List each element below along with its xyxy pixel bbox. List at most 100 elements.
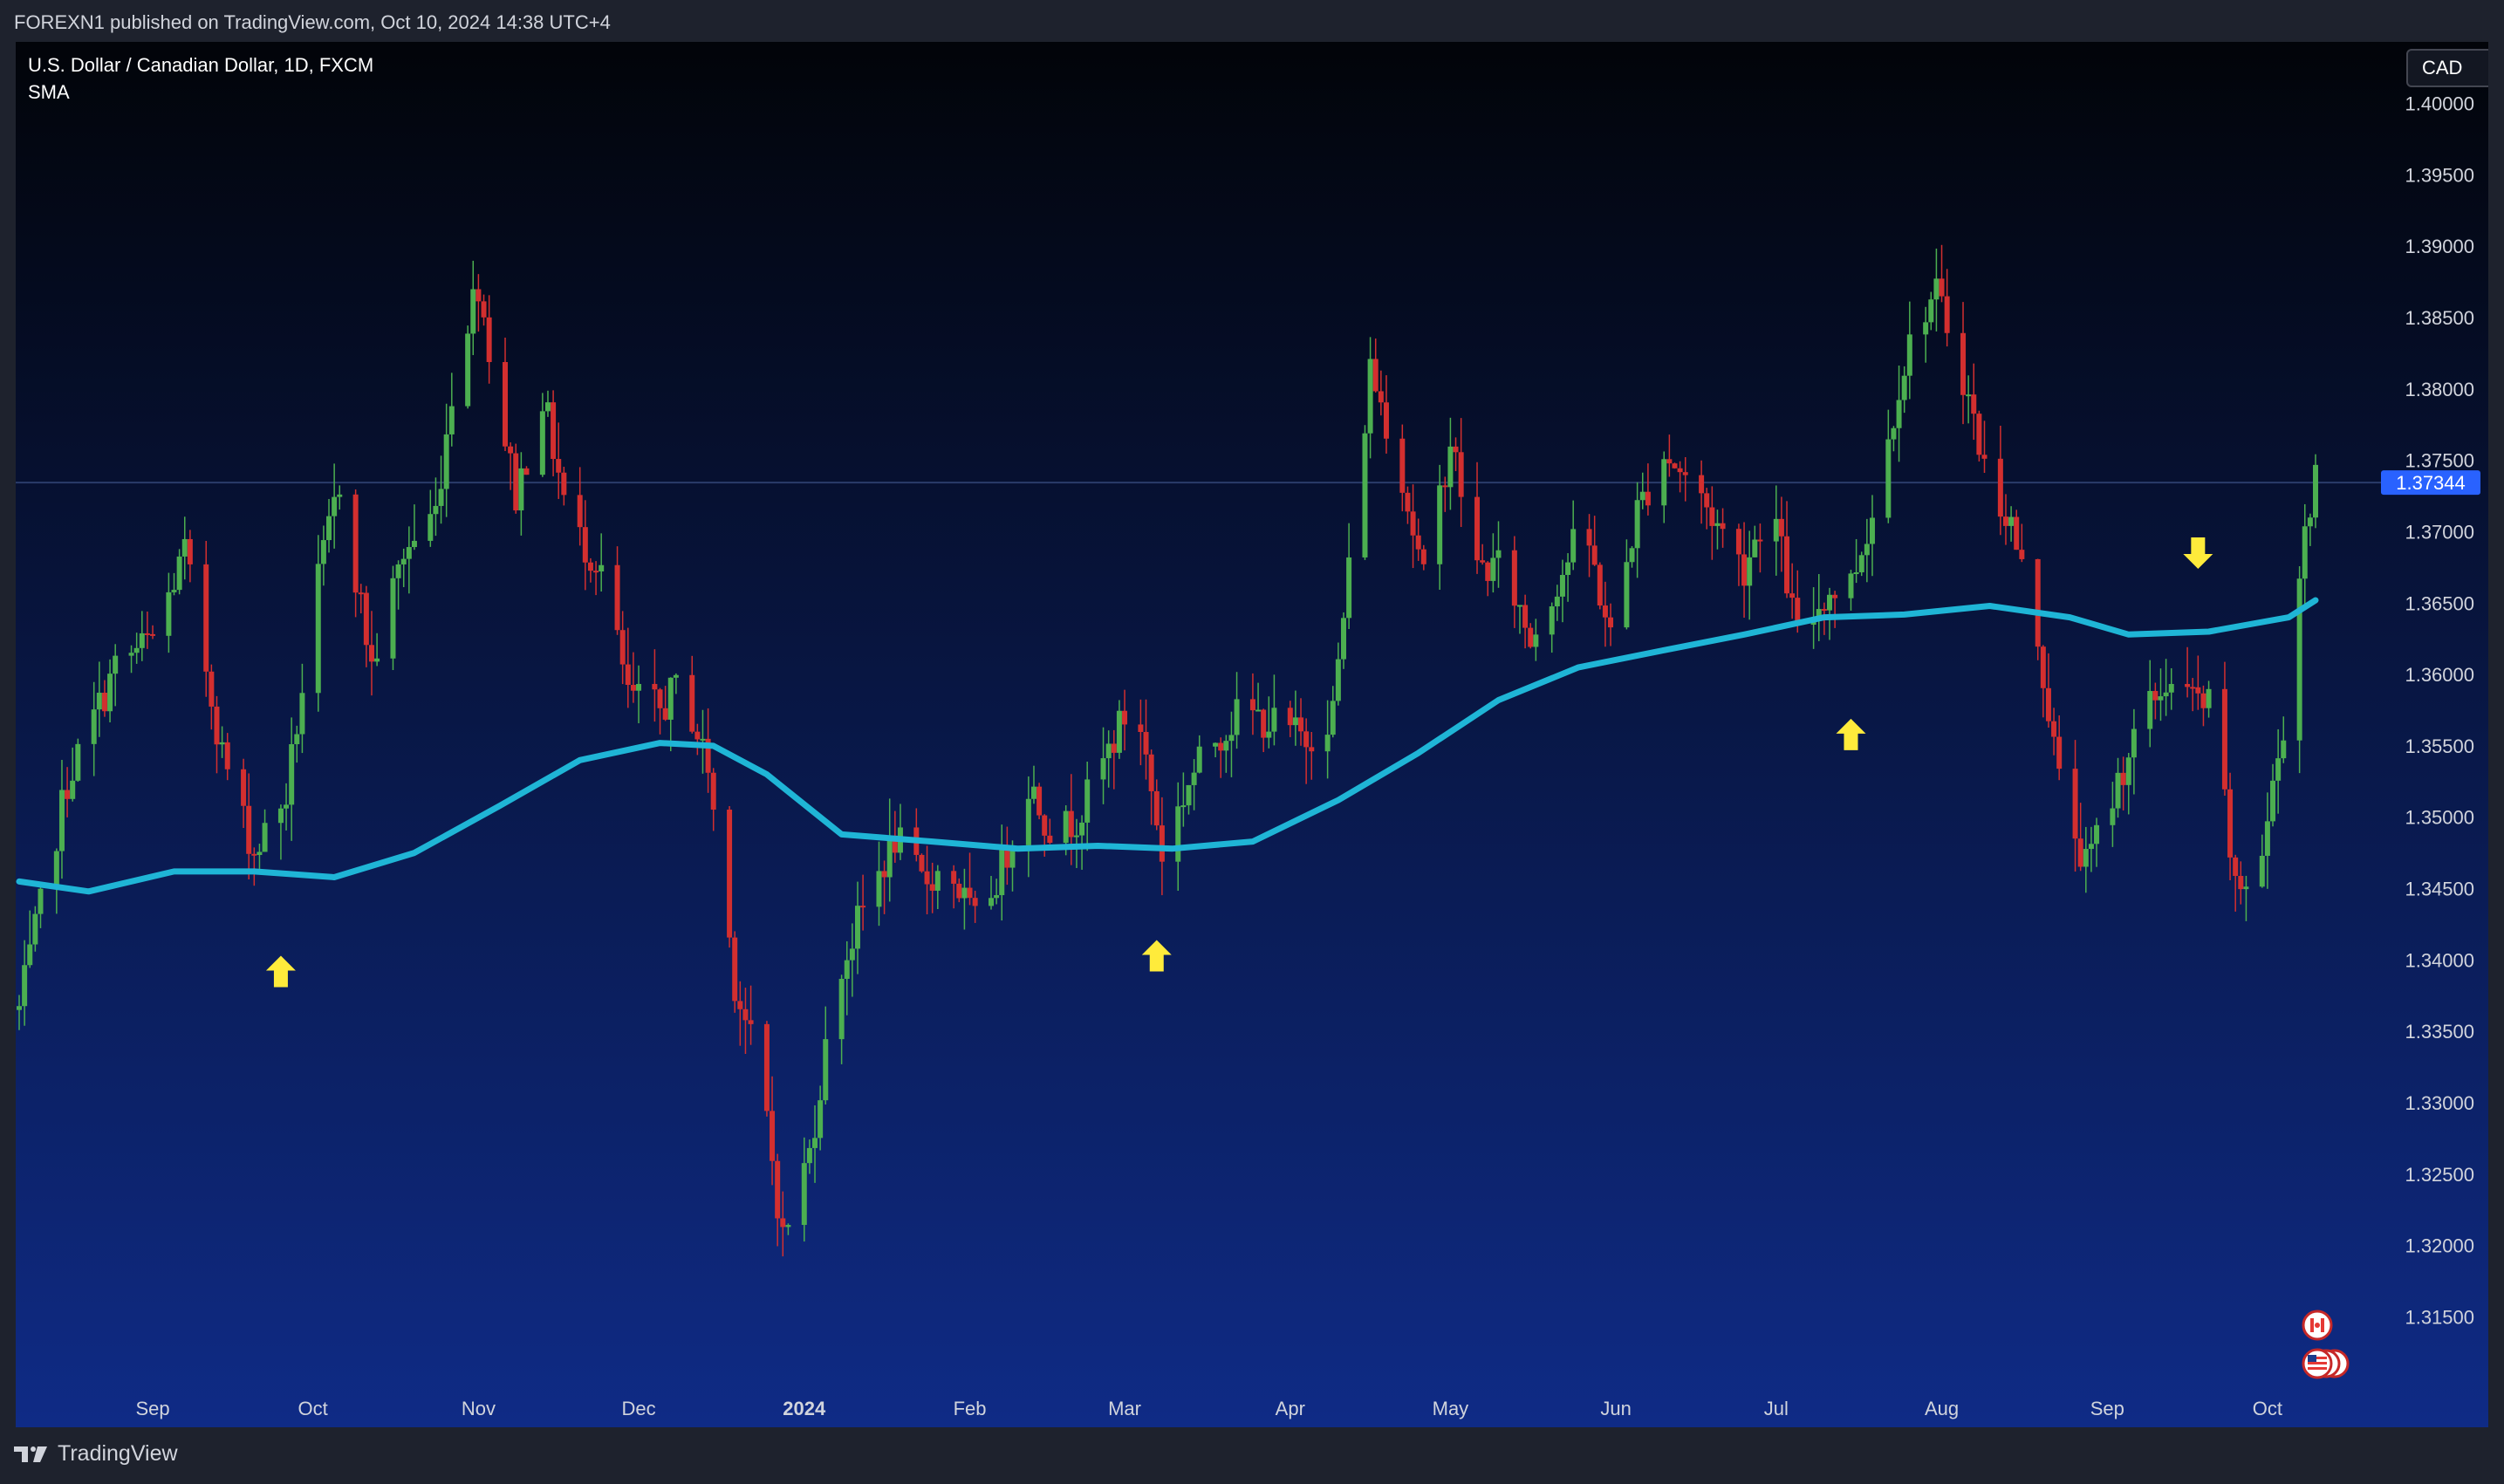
candle <box>544 390 551 417</box>
annotation-arrows <box>265 537 2213 988</box>
candle <box>2281 716 2287 763</box>
candle <box>2233 854 2239 912</box>
candle <box>1981 421 1987 473</box>
candle <box>352 489 359 618</box>
candle <box>614 546 620 635</box>
candle <box>1784 501 1790 598</box>
currency-label: CAD <box>2422 57 2463 79</box>
candle <box>1036 783 1043 820</box>
arrow-up-icon <box>265 955 296 988</box>
candle <box>1624 539 1630 630</box>
x-tick-label: May <box>1433 1398 1469 1419</box>
candle <box>1853 538 1859 584</box>
candle <box>1891 426 1897 452</box>
candle <box>1420 544 1426 571</box>
candle <box>470 260 476 356</box>
candle <box>2094 817 2100 867</box>
candle <box>951 865 957 909</box>
y-tick-label: 1.35000 <box>2405 807 2474 829</box>
y-tick-label: 1.32500 <box>2405 1164 2474 1186</box>
symbol-title[interactable]: U.S. Dollar / Canadian Dollar, 1D, FXCM <box>28 54 374 76</box>
brand-name: TradingView <box>58 1441 178 1466</box>
currency-selector[interactable]: CAD <box>2406 49 2488 87</box>
chart-pane[interactable]: 1.40000 1.39500 1.39000 1.38500 1.38000 1.375… <box>16 42 2488 1427</box>
candle <box>2275 728 2282 814</box>
candle <box>65 767 71 817</box>
last-price-label: 1.37344 <box>2381 470 2480 496</box>
candle <box>1639 472 1645 509</box>
candle <box>2190 678 2196 712</box>
candle <box>1148 749 1154 825</box>
candle <box>1522 594 1529 649</box>
candle <box>710 768 716 831</box>
candle <box>2077 803 2083 872</box>
candle <box>448 373 455 447</box>
candle <box>2270 763 2276 827</box>
candle <box>1084 762 1091 851</box>
candle <box>513 443 519 514</box>
candle <box>593 561 599 596</box>
candle <box>1122 689 1128 751</box>
candle <box>128 645 134 674</box>
candle <box>2125 753 2131 815</box>
brand[interactable]: TradingView <box>14 1441 178 1467</box>
candle <box>956 878 962 903</box>
candle <box>101 680 107 717</box>
candle <box>2035 558 2041 660</box>
candle <box>1789 563 1796 619</box>
candle <box>465 325 471 409</box>
x-tick-label: Sep <box>135 1398 169 1419</box>
candle <box>320 525 326 586</box>
candle <box>133 633 140 664</box>
candle <box>556 422 562 499</box>
candle <box>251 847 257 886</box>
chart-canvas[interactable]: 1.40000 1.39500 1.39000 1.38500 1.38000 1.375… <box>16 42 2488 1427</box>
candle <box>1816 573 1822 641</box>
candle <box>1720 508 1726 548</box>
candle <box>1196 735 1202 774</box>
candle <box>737 981 743 1046</box>
candle <box>1971 363 1977 441</box>
candle <box>1372 338 1379 393</box>
candle <box>2014 509 2020 551</box>
candle <box>989 876 995 910</box>
candle <box>1399 424 1406 512</box>
last-price-text: 1.37344 <box>2396 472 2466 494</box>
candle <box>1309 732 1315 780</box>
candle <box>262 809 268 852</box>
candle <box>539 393 545 477</box>
usa-flag-icon[interactable] <box>2302 1348 2350 1379</box>
x-tick-label: Dec <box>621 1398 655 1419</box>
indicator-label[interactable]: SMA <box>28 81 70 103</box>
candle <box>443 403 449 517</box>
candle <box>801 1137 807 1242</box>
canada-flag-icon[interactable] <box>2302 1310 2333 1341</box>
candle <box>53 848 59 914</box>
candle <box>1261 708 1267 753</box>
x-tick-label: Oct <box>298 1398 328 1419</box>
candle <box>1976 410 1982 462</box>
candle <box>1864 518 1870 583</box>
candle <box>1549 602 1555 653</box>
candle <box>257 844 263 872</box>
candle <box>368 611 374 696</box>
candle <box>551 390 557 476</box>
candle <box>1415 518 1421 561</box>
candle <box>1714 509 1721 550</box>
candle <box>187 530 193 583</box>
y-tick-label: 1.36500 <box>2405 592 2474 614</box>
candle <box>1271 674 1277 746</box>
candle <box>2243 875 2249 921</box>
candle <box>2163 659 2169 716</box>
candle <box>1362 425 1368 560</box>
candle <box>763 1021 770 1117</box>
candle <box>294 725 300 763</box>
x-tick-label: Oct <box>2253 1398 2282 1419</box>
candle <box>1906 301 1912 400</box>
candle <box>1586 514 1592 578</box>
candle <box>587 557 593 583</box>
candle <box>107 659 113 722</box>
candle <box>2115 757 2121 818</box>
candle <box>1997 425 2003 536</box>
candle <box>1143 699 1149 780</box>
